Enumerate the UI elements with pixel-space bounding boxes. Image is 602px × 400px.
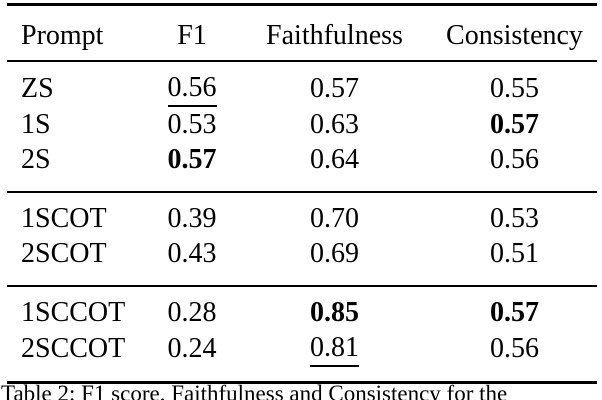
prompt-label: 1SCOT: [7, 191, 147, 236]
f1-value: 0.39: [167, 203, 217, 234]
faithfulness-value: 0.57: [310, 73, 359, 104]
f1-value: 0.43: [167, 238, 217, 269]
consistency-value: 0.57: [490, 297, 539, 328]
consistency-value: 0.57: [490, 109, 539, 140]
table-row-1s: 1S 0.53 0.63 0.57: [7, 107, 597, 142]
f1-value: 0.53: [167, 109, 217, 140]
prompt-label: 2SCOT: [21, 238, 107, 269]
faithfulness-value: 0.70: [310, 203, 359, 234]
table-row-2s: 2S 0.57 0.64 0.56: [7, 142, 597, 192]
faithfulness-value: 0.85: [310, 297, 359, 328]
f1-value: 0.28: [167, 297, 217, 328]
header-row: Prompt F1 Faithfulness Consistency: [7, 4, 597, 62]
column-header-prompt: Prompt: [7, 4, 147, 62]
table-row-2sccot: 2SCCOT 0.24 0.81 0.56: [7, 330, 597, 383]
prompt-label: 2S: [21, 144, 51, 175]
table-row-1scot: 1SCOT 0.39 0.70 0.53: [7, 191, 597, 236]
column-header-consistency: Consistency: [432, 4, 597, 62]
consistency-value: 0.53: [490, 203, 539, 234]
prompt-label: 2SCCOT: [21, 333, 126, 364]
results-table: Prompt F1 Faithfulness Consistency ZS 0.…: [7, 3, 597, 384]
faithfulness-value: 0.64: [310, 144, 359, 175]
faithfulness-value: 0.63: [310, 109, 359, 140]
column-header-f1: F1: [147, 4, 237, 62]
prompt-label: 1S: [21, 109, 51, 140]
f1-value: 0.24: [167, 333, 217, 364]
consistency-value: 0.56: [490, 144, 539, 175]
table-row-zs: ZS 0.56 0.57 0.55: [7, 61, 597, 107]
f1-value: 0.56: [167, 72, 217, 107]
consistency-value: 0.56: [490, 333, 539, 364]
table-row-2scot: 2SCOT 0.43 0.69 0.51: [7, 236, 597, 286]
consistency-value: 0.55: [490, 73, 539, 104]
faithfulness-value: 0.69: [310, 238, 359, 269]
table-caption: Table 2: F1 score, Faithfulness and Cons…: [1, 381, 508, 400]
column-header-faithfulness: Faithfulness: [237, 4, 432, 62]
f1-value: 0.57: [167, 144, 217, 175]
prompt-label: ZS: [21, 73, 54, 104]
table-row-1sccot: 1SCCOT 0.28 0.85 0.57: [7, 285, 597, 330]
consistency-value: 0.51: [490, 238, 539, 269]
faithfulness-value: 0.81: [310, 332, 359, 367]
prompt-label: 1SCCOT: [7, 285, 147, 330]
